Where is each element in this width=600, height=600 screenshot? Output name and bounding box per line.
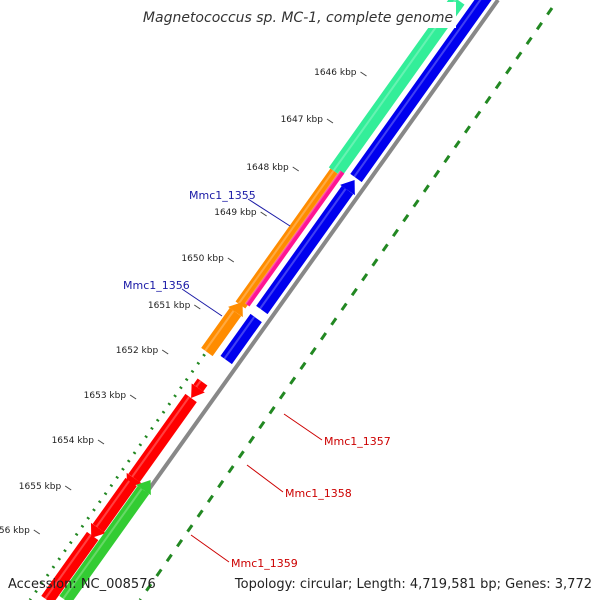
- features-layer: [28, 0, 554, 600]
- tick-label: 1652 kbp: [116, 346, 159, 356]
- tick-mark: [97, 439, 105, 445]
- cds-red-lower: [41, 531, 99, 600]
- gene-label: Mmc1_1355: [189, 189, 256, 202]
- cds-teal-1: [328, 0, 465, 177]
- cds-orange-1355: [235, 168, 341, 309]
- tick-mark: [260, 211, 267, 217]
- cds-orange-1356-arrowhead: [228, 302, 243, 318]
- tick-label: 1653 kbp: [84, 391, 127, 401]
- cds-blue-middle-shine: [259, 188, 347, 310]
- tick-label: 1649 kbp: [214, 208, 257, 218]
- cds-red-1358-arrowhead: [90, 522, 106, 538]
- tick-mark: [326, 118, 334, 124]
- cds-blue-lower: [220, 313, 262, 365]
- gene-leader-line: [181, 288, 223, 317]
- cds-red-small-shine: [195, 380, 202, 388]
- tick-mark: [161, 349, 169, 355]
- tick-label: 1655 kbp: [19, 482, 62, 492]
- cds-red-1358: [92, 477, 137, 533]
- cds-red-lower-shine: [44, 534, 92, 600]
- cds-orange-1356: [201, 307, 242, 357]
- accession-text: Accession: NC_008576: [8, 577, 156, 592]
- tick-mark: [360, 71, 367, 77]
- cds-green-1359: [59, 485, 150, 600]
- tick-mark: [33, 529, 41, 535]
- tick-mark: [64, 485, 72, 491]
- cds-blue-upper-shine: [353, 0, 482, 178]
- tick-label: 1654 kbp: [52, 436, 95, 446]
- cds-blue-upper: [350, 0, 492, 183]
- cds-pink-1355-shine: [244, 170, 342, 305]
- skew-dashed-track-inner: [138, 7, 554, 600]
- cds-blue-middle: [256, 185, 354, 315]
- gene-leader-line: [283, 413, 323, 441]
- gene-label: Mmc1_1358: [285, 487, 352, 500]
- cds-green-1359-shine: [62, 488, 143, 600]
- tick-label: 1648 kbp: [246, 163, 289, 173]
- gene-label: Mmc1_1357: [324, 435, 391, 448]
- cds-blue-middle-arrowhead: [340, 180, 355, 196]
- tick-mark: [292, 166, 300, 172]
- cds-orange-1356-shine: [204, 310, 235, 352]
- tick-label: 1647 kbp: [281, 115, 324, 125]
- cds-orange-1355-shine: [237, 170, 335, 305]
- cds-pink-1355: [245, 170, 345, 307]
- gene-label: Mmc1_1359: [231, 557, 298, 570]
- tick-label: 1656 kbp: [0, 526, 30, 536]
- cds-blue-lower-shine: [223, 316, 255, 360]
- tick-label: 1651 kbp: [148, 301, 191, 311]
- tick-label: 1646 kbp: [314, 68, 357, 78]
- gene-leader-line: [190, 534, 230, 563]
- cds-red-1357: [128, 393, 197, 483]
- cds-red-1357-shine: [131, 396, 190, 478]
- gene-leader-line: [247, 198, 291, 227]
- genome-summary-text: Topology: circular; Length: 4,719,581 bp…: [234, 577, 592, 592]
- gene-label: Mmc1_1356: [123, 279, 190, 292]
- map-title: Magnetococcus sp. MC-1, complete genome: [143, 10, 453, 26]
- tick-mark: [227, 257, 235, 263]
- cds-red-small-arrowhead: [191, 383, 205, 398]
- tick-mark: [194, 304, 201, 310]
- gene-leader-line: [246, 464, 284, 493]
- cds-green-1359-arrowhead: [136, 480, 151, 496]
- cds-red-1358-shine: [95, 480, 130, 528]
- title-backdrop: [140, 2, 456, 28]
- cds-red-small: [193, 378, 208, 392]
- tick-label: 1650 kbp: [181, 254, 224, 264]
- gene-labels-layer: Mmc1_1355 Mmc1_1356 Mmc1_1357 Mmc1_1358 Mmc1…: [123, 189, 391, 570]
- tick-mark: [129, 394, 137, 400]
- ticks-layer: 1646 kbp 1647 kbp 1648 kbp 1649 kbp 1650 kbp…: [0, 68, 367, 536]
